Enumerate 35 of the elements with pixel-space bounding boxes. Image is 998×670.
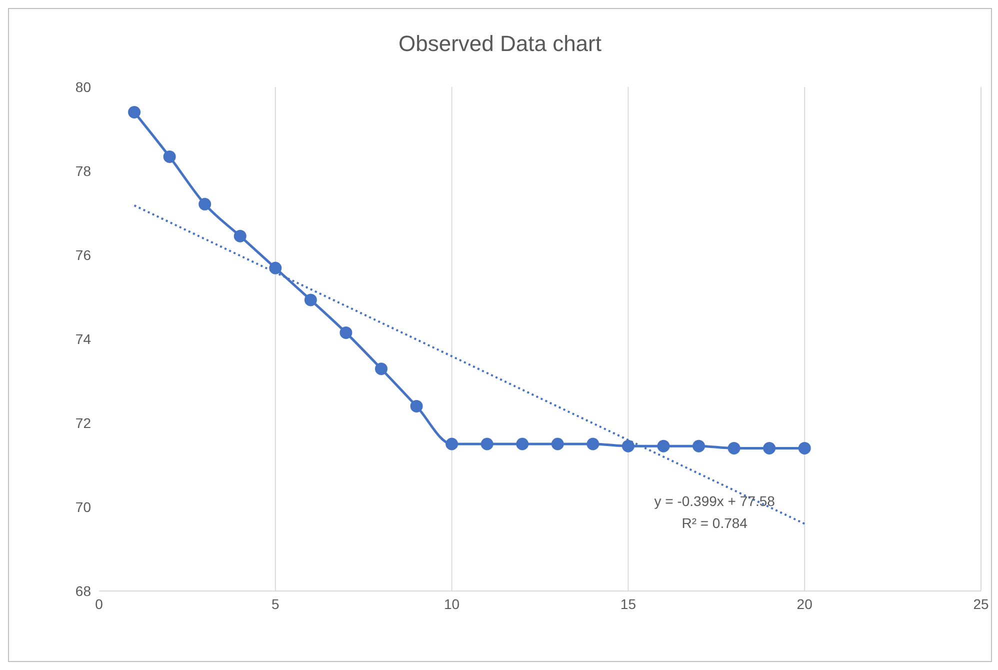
y-tick-label: 80 [75,78,92,95]
point [198,198,212,210]
point [374,362,388,376]
y-tick-label: 70 [75,498,92,515]
point [480,438,494,450]
x-tick-label: 25 [973,596,989,612]
point [763,442,776,454]
point [410,400,423,412]
point [516,438,529,450]
point [163,150,176,163]
point [622,440,634,452]
point [798,442,811,454]
point [128,106,141,118]
point [692,440,706,452]
point [446,438,458,450]
y-tick-label: 68 [75,582,92,599]
y-tick-label: 74 [75,330,92,347]
x-tick-label: 20 [796,596,813,612]
x-tick-label: 5 [272,596,280,612]
point [657,440,670,452]
point [234,230,246,242]
x-tick-label: 10 [444,596,460,612]
point [586,438,600,450]
point [340,326,352,339]
annotation: R² = 0.784 [682,514,748,531]
x-tick-label: 15 [620,596,636,612]
y-tick-label: 72 [75,414,92,431]
point [551,438,564,450]
y-tick-label: 78 [75,162,92,179]
chart-title: Observed Data chart [398,31,602,57]
point [304,294,317,306]
y-tick-label: 76 [75,246,92,263]
point [728,442,740,454]
point [269,262,282,274]
x-tick-label: 0 [95,596,104,612]
